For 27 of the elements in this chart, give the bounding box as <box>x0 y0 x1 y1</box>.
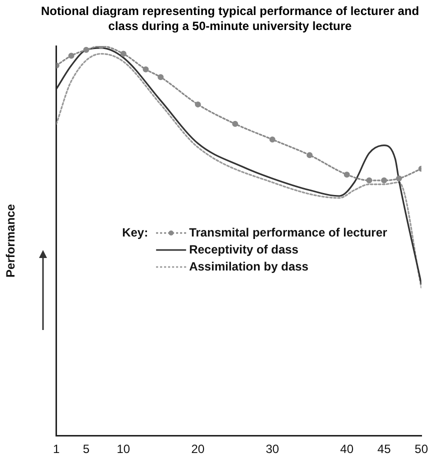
point <box>83 46 90 53</box>
y-axis-title: Performance <box>4 204 18 278</box>
legend-label: Receptivity of dass <box>189 242 299 256</box>
point <box>158 74 164 80</box>
point <box>120 50 126 57</box>
x-tick-label: 5 <box>82 442 90 456</box>
point <box>232 120 238 127</box>
legend-label: Transmital performance of lecturer <box>189 225 388 240</box>
x-tick-label: 20 <box>191 442 205 456</box>
x-tick-label: 30 <box>266 442 280 456</box>
legend-label: Assimilation by dass <box>189 259 309 274</box>
point <box>344 172 350 178</box>
point <box>306 152 313 158</box>
point <box>142 66 149 72</box>
chart-title: Notional diagram representing typical performance of lecturer and class during a 50-minute university lecture <box>40 4 420 34</box>
x-tick-label: 50 <box>414 442 428 456</box>
x-tick-label: 45 <box>377 442 392 456</box>
point <box>194 101 201 108</box>
x-tick-label: 1 <box>53 442 60 456</box>
point <box>68 52 74 59</box>
point <box>381 177 388 184</box>
point <box>269 136 276 143</box>
point <box>366 177 372 184</box>
legend-title: Key: <box>122 225 148 240</box>
x-tick-label: 40 <box>340 442 354 456</box>
point <box>396 175 402 182</box>
x-tick-label: 10 <box>116 442 130 456</box>
